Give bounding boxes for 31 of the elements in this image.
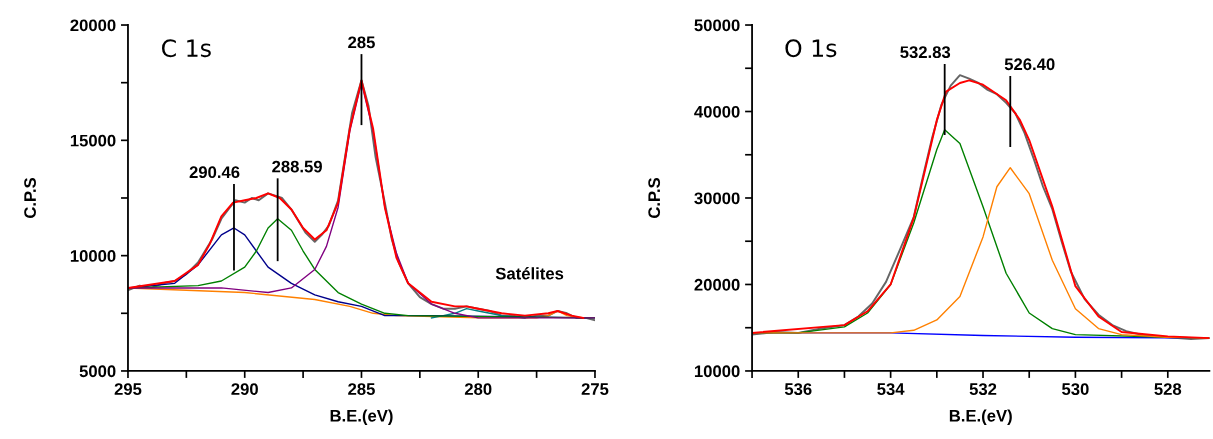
annotation: C 1s xyxy=(161,39,211,58)
y-tick-label: 20000 xyxy=(694,278,740,291)
annotation: 532.83 xyxy=(900,46,951,59)
y-tick-label: 30000 xyxy=(694,192,740,205)
x-tick-label: 528 xyxy=(1154,383,1182,395)
y-tick-label: 50000 xyxy=(694,19,740,32)
x-axis-title: B.E.(eV) xyxy=(949,409,1012,425)
x-tick-label: 275 xyxy=(581,383,609,395)
y-tick-label: 20000 xyxy=(70,19,116,32)
annotation: 290.46 xyxy=(189,166,240,179)
annotation: O 1s xyxy=(785,39,837,58)
y-tick-label: 15000 xyxy=(70,134,116,147)
annotation: 526.40 xyxy=(1004,58,1055,71)
x-tick-label: 285 xyxy=(348,383,375,395)
y-tick-label: 10000 xyxy=(694,365,740,378)
x-tick-label: 536 xyxy=(784,383,812,396)
x-tick-label: 280 xyxy=(464,383,492,395)
y-tick-label: 40000 xyxy=(694,105,740,118)
annotation: Satélites xyxy=(495,267,564,280)
x-tick-label: 290 xyxy=(231,383,258,395)
annotation: 285 xyxy=(348,36,375,49)
x-tick-label: 534 xyxy=(877,383,905,396)
x-tick-label: 532 xyxy=(969,383,997,396)
y-axis-title: C.P.S xyxy=(648,177,661,218)
annotation: 288.59 xyxy=(272,160,322,173)
x-tick-label: 295 xyxy=(114,383,142,395)
x-tick-label: 530 xyxy=(1062,383,1089,396)
y-tick-label: 10000 xyxy=(70,250,116,262)
y-tick-label: 5000 xyxy=(79,365,116,378)
y-axis-title: C.P.S xyxy=(24,177,36,218)
x-axis-title: B.E.(eV) xyxy=(330,409,393,425)
